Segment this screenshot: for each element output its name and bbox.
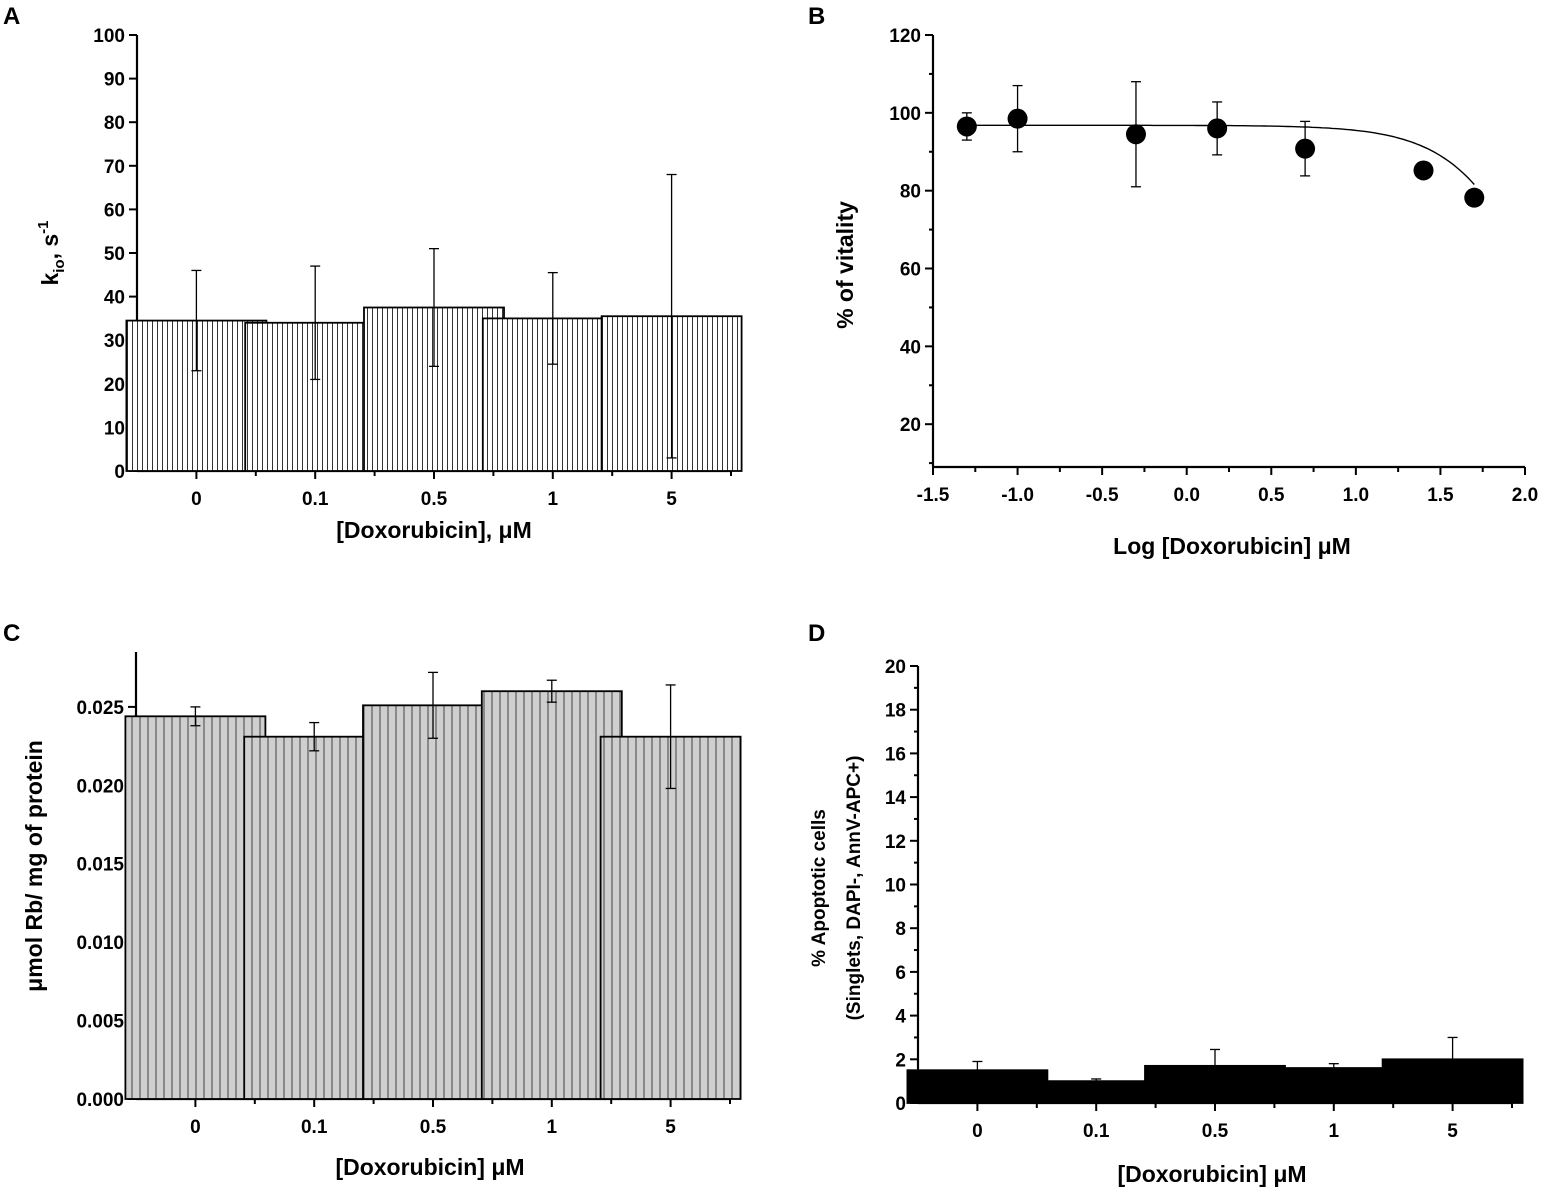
- d-y-tick-label: 0: [895, 1094, 906, 1115]
- d-y-tick-label: 12: [885, 832, 906, 853]
- b-data-point: [1207, 118, 1228, 139]
- c-x-tick-label: 0.1: [301, 1117, 328, 1138]
- d-x-tick-label: 1: [1329, 1121, 1340, 1142]
- panel-b-chart: 20 40 60 80 100 120 -1.5 -1.0 -0.5 0.0 0.5 1.0 1.5 2…: [832, 26, 1538, 559]
- b-x-tick-label: 0.5: [1258, 485, 1285, 506]
- b-x-tick-label: -1.0: [1001, 485, 1034, 506]
- d-y-tick-label: 2: [895, 1050, 906, 1071]
- panel-d-y-title-line1: % Apoptotic cells: [809, 809, 830, 967]
- b-y-tick-label: 80: [900, 182, 921, 203]
- b-x-tick-label: 0.0: [1174, 485, 1200, 506]
- b-data-point: [1464, 187, 1485, 208]
- panel-a-y-title-sup: -1: [35, 220, 52, 233]
- a-x-tick-label: 0.1: [302, 489, 329, 510]
- a-y-tick-label: 70: [104, 157, 125, 178]
- panel-label-a: A: [3, 3, 20, 30]
- d-y-tick-label: 4: [895, 1007, 906, 1028]
- b-x-tick-label: 1.0: [1343, 485, 1369, 506]
- panel-a-y-title-main: k: [37, 273, 63, 286]
- a-y-tick-label: 40: [104, 288, 125, 309]
- d-bar: [1262, 1067, 1405, 1104]
- a-y-tick-label: 100: [93, 26, 125, 47]
- panel-d-x-title: [Doxorubicin] μM: [1117, 1161, 1306, 1187]
- c-y-tick-label: 0.015: [76, 855, 124, 876]
- panel-label-c: C: [3, 620, 20, 647]
- d-y-tick-label: 18: [885, 701, 906, 722]
- c-x-tick-label: 1: [547, 1117, 558, 1138]
- a-y-tick-label: 30: [104, 331, 125, 352]
- panel-a-chart: 0 10 20 30 40 50 60 70 80 90 100 0 0.1 0.5 1 5 [Doxoru…: [35, 26, 743, 543]
- c-bar: [480, 690, 623, 1100]
- panel-c-x-title: [Doxorubicin] μM: [335, 1154, 524, 1180]
- b-y-tick-label: 40: [900, 337, 921, 358]
- a-y-tick-label: 90: [104, 70, 125, 91]
- c-bar: [599, 735, 742, 1100]
- c-y-tick-label: 0.025: [76, 698, 124, 719]
- a-x-tick-label: 5: [666, 489, 677, 510]
- b-data-point: [1295, 138, 1316, 159]
- a-y-tick-label: 50: [104, 244, 125, 265]
- panel-a-y-title-tail: , s: [37, 234, 63, 260]
- c-y-tick-label: 0.005: [76, 1012, 124, 1033]
- a-x-tick-label: 1: [548, 489, 559, 510]
- a-y-tick-label: 0: [114, 462, 125, 483]
- a-x-tick-label: 0: [191, 489, 202, 510]
- panel-d-y-title-line2: (Singlets, DAPI-, AnnV-APC+): [844, 756, 865, 1021]
- d-y-tick-label: 8: [895, 919, 906, 940]
- a-y-tick-label: 80: [104, 113, 125, 134]
- b-y-tick-label: 100: [889, 104, 921, 125]
- d-x-tick-label: 0: [972, 1121, 983, 1142]
- d-x-tick-label: 5: [1447, 1121, 1458, 1142]
- b-data-point: [1413, 160, 1434, 181]
- c-x-tick-label: 0: [190, 1117, 201, 1138]
- panel-b-x-title: Log [Doxorubicin] μM: [1113, 533, 1351, 559]
- a-y-tick-label: 20: [104, 375, 125, 396]
- b-y-tick-label: 120: [889, 26, 921, 47]
- panel-d-chart: 0 2 4 6 8 10 12 14 16 18 20 0 0.1 0.5 1 5 [Doxorubicin…: [809, 657, 1524, 1187]
- a-x-tick-label: 0.5: [421, 489, 448, 510]
- b-data-point: [956, 116, 977, 137]
- d-y-tick-label: 20: [885, 657, 906, 678]
- panel-a-x-title: [Doxorubicin], μM: [336, 517, 532, 543]
- panel-label-b: B: [808, 3, 825, 30]
- b-x-tick-label: -0.5: [1086, 485, 1119, 506]
- b-data-point: [1125, 124, 1146, 145]
- c-x-tick-label: 0.5: [420, 1117, 447, 1138]
- d-x-tick-label: 0.1: [1083, 1121, 1110, 1142]
- a-y-tick-label: 60: [104, 200, 125, 221]
- d-y-tick-label: 16: [885, 744, 906, 765]
- panel-c-y-title: μmol Rb/ mg of protein: [21, 740, 47, 992]
- d-y-tick-label: 14: [885, 788, 907, 809]
- b-y-tick-label: 20: [900, 415, 921, 436]
- c-y-tick-label: 0.000: [76, 1090, 124, 1111]
- b-y-tick-label: 60: [900, 260, 921, 281]
- b-x-tick-label: 2.0: [1512, 485, 1538, 506]
- panel-a-y-title-sub: io: [51, 259, 68, 272]
- b-data-point: [1007, 108, 1028, 129]
- c-y-tick-label: 0.020: [76, 776, 124, 797]
- b-x-tick-label: 1.5: [1427, 485, 1454, 506]
- c-bar: [362, 704, 504, 1100]
- panel-c-chart: 0.000 0.005 0.010 0.015 0.020 0.025 0 0.1 0.5 1 5…: [21, 652, 742, 1180]
- a-y-tick-label: 10: [104, 418, 125, 439]
- d-y-tick-label: 10: [885, 876, 906, 897]
- c-y-tick-label: 0.010: [76, 933, 124, 954]
- d-x-tick-label: 0.5: [1202, 1121, 1229, 1142]
- panel-a-y-title: kio, s-1: [35, 220, 68, 285]
- panel-b-y-title: % of vitality: [832, 201, 858, 329]
- d-y-tick-label: 6: [895, 963, 906, 984]
- c-x-tick-label: 5: [665, 1117, 676, 1138]
- panel-label-d: D: [808, 620, 825, 647]
- b-x-tick-label: -1.5: [917, 485, 950, 506]
